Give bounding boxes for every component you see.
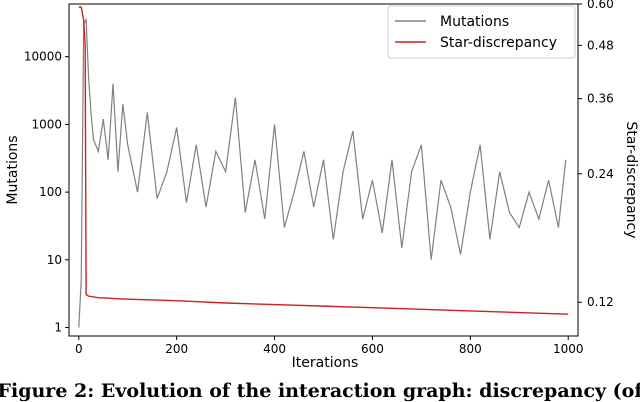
legend-label-star-discrepancy: Star-discrepancy: [440, 35, 557, 51]
x-tick-label: 0: [75, 342, 83, 356]
star-discrepancy-series: [78, 6, 569, 315]
left-tick-label: 1000: [31, 117, 62, 131]
left-y-axis: 1 10 100 1000 10000: [24, 50, 69, 335]
left-tick-label: 1: [54, 321, 62, 335]
right-tick-label: 0.12: [587, 295, 614, 309]
x-axis-label: Iterations: [292, 355, 359, 371]
right-tick-label: 0.48: [587, 38, 614, 52]
star-discrepancy-line: [78, 6, 569, 315]
right-tick-label: 0.60: [587, 0, 614, 11]
x-tick-label: 400: [263, 342, 286, 356]
mutations-series: [78, 17, 567, 328]
mutations-line: [78, 17, 567, 328]
left-tick-label: 10: [47, 253, 62, 267]
right-y-axis-label: Star-discrepancy: [623, 121, 639, 238]
right-tick-label: 0.36: [587, 92, 614, 106]
right-tick-label: 0.24: [587, 167, 614, 181]
left-tick-label: 100: [39, 185, 62, 199]
plot-frame: [68, 3, 579, 337]
legend: Mutations Star-discrepancy: [387, 5, 576, 59]
x-axis: 0 200 400 600 800 1000: [75, 336, 584, 356]
legend-label-mutations: Mutations: [440, 14, 509, 30]
legend-box: [387, 5, 576, 59]
x-tick-label: 600: [361, 342, 384, 356]
right-y-axis: 0.12 0.24 0.36 0.48 0.60: [578, 0, 614, 309]
x-tick-label: 800: [459, 342, 482, 356]
left-tick-label: 10000: [24, 50, 62, 64]
figure-caption: Figure 2: Evolution of the interaction g…: [0, 380, 640, 402]
left-y-axis-label: Mutations: [5, 135, 21, 204]
x-tick-label: 200: [165, 342, 188, 356]
x-tick-label: 1000: [553, 342, 584, 356]
